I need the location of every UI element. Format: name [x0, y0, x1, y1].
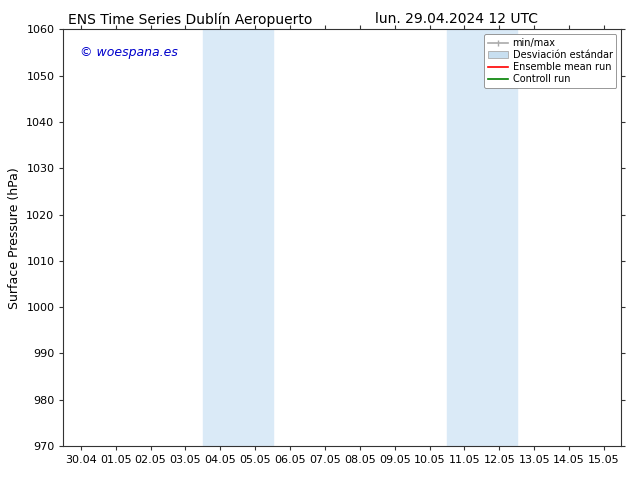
Bar	[447, 29, 517, 446]
Y-axis label: Surface Pressure (hPa): Surface Pressure (hPa)	[8, 167, 21, 309]
Bar	[203, 29, 273, 446]
Legend: min/max, Desviación estándar, Ensemble mean run, Controll run: min/max, Desviación estándar, Ensemble m…	[484, 34, 616, 88]
Text: lun. 29.04.2024 12 UTC: lun. 29.04.2024 12 UTC	[375, 12, 538, 26]
Text: ENS Time Series Dublín Aeropuerto: ENS Time Series Dublín Aeropuerto	[68, 12, 313, 27]
Text: © woespana.es: © woespana.es	[80, 46, 178, 59]
